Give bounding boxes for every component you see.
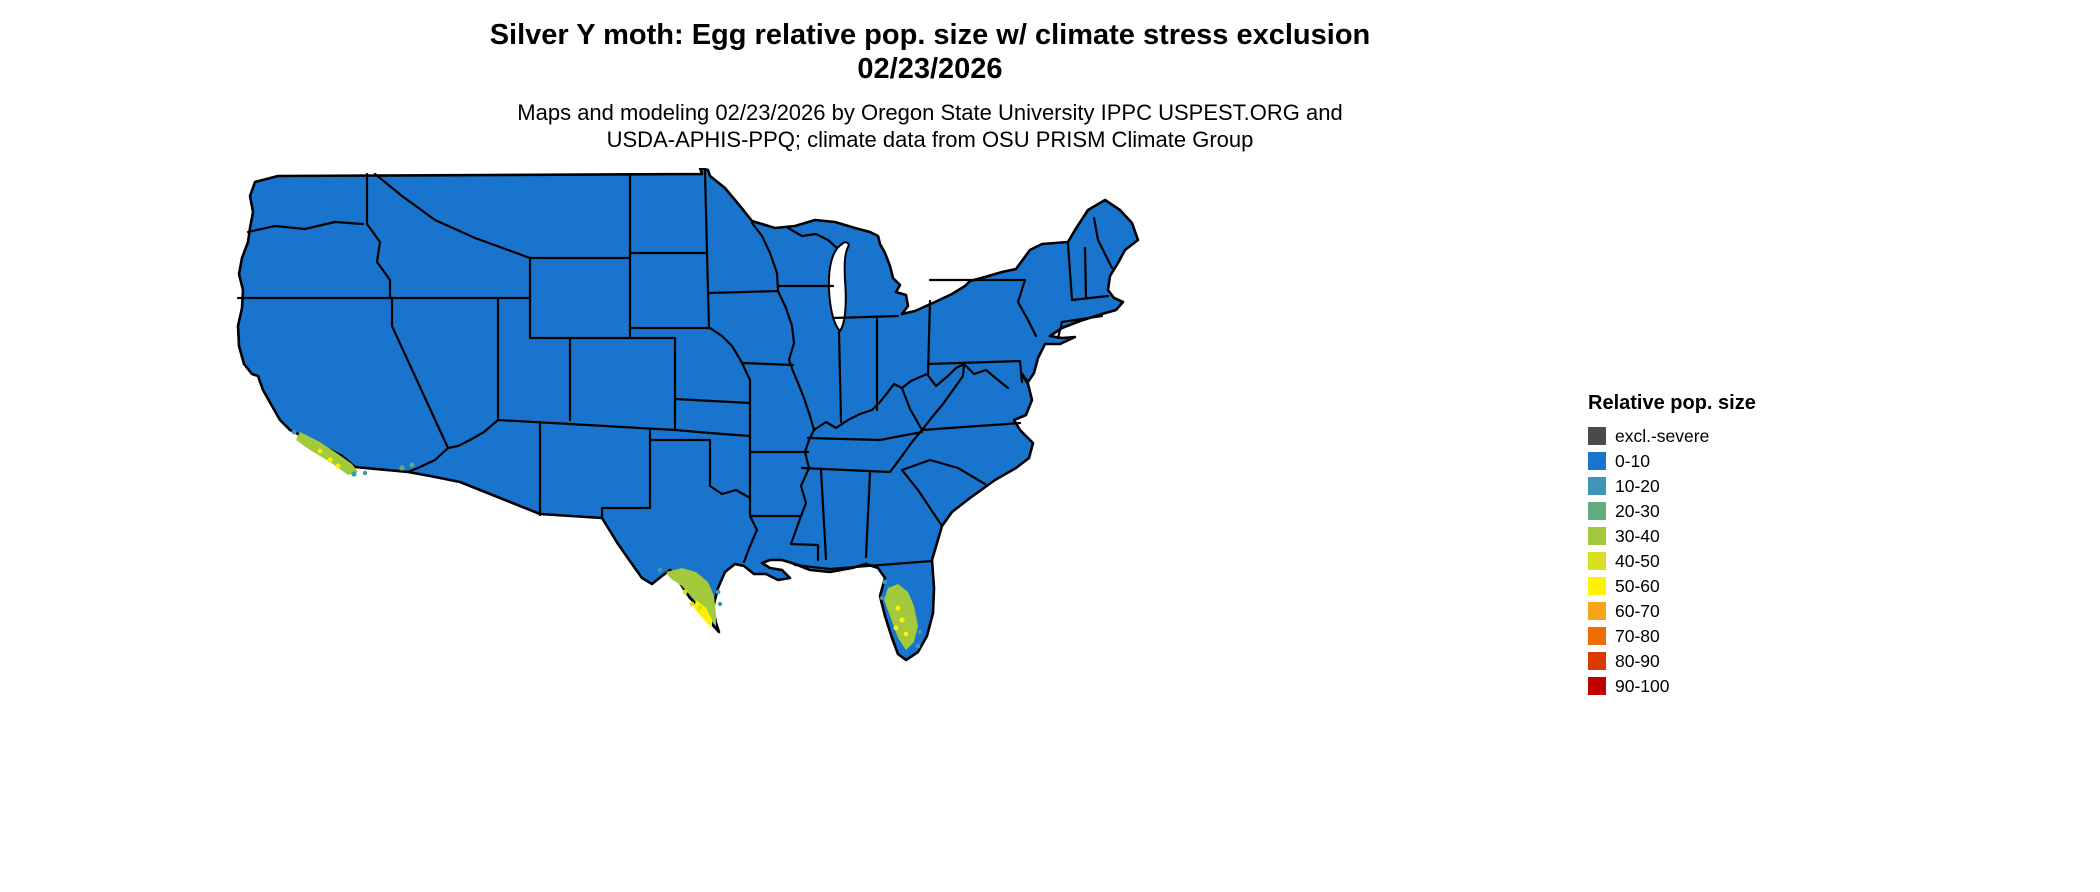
us-landmass bbox=[236, 168, 1140, 662]
hotspot-texas-blob bbox=[666, 568, 716, 626]
figure-header: Silver Y moth: Egg relative pop. size w/… bbox=[0, 18, 1860, 153]
legend-swatch bbox=[1588, 577, 1606, 595]
legend-item-70-80: 70-80 bbox=[1588, 627, 1818, 645]
legend-label: excl.-severe bbox=[1615, 426, 1710, 446]
legend-label: 90-100 bbox=[1615, 676, 1670, 696]
figure-title-line1: Silver Y moth: Egg relative pop. size w/… bbox=[489, 19, 1371, 51]
legend-title: Relative pop. size bbox=[1588, 392, 1756, 414]
legend-label: 40-50 bbox=[1615, 551, 1660, 571]
hotspot-texas-yellow-specks bbox=[682, 589, 703, 611]
legend-item-10-20: 10-20 bbox=[1588, 477, 1818, 495]
state-borders bbox=[236, 169, 1114, 571]
legend-label: 0-10 bbox=[1615, 451, 1651, 471]
legend-label: 80-90 bbox=[1615, 651, 1660, 671]
figure-subtitle-line2: USDA-APHIS-PPQ; climate data from OSU PR… bbox=[606, 127, 1254, 152]
hotspot-florida-blob bbox=[884, 584, 918, 650]
legend-item-0-10: 0-10 bbox=[1588, 452, 1818, 470]
hotspot-texas-teal-specks bbox=[657, 567, 723, 607]
legend-label: 10-20 bbox=[1615, 476, 1660, 496]
figure-title-line2: 02/23/2026 bbox=[857, 53, 1003, 85]
us-map bbox=[236, 168, 1140, 662]
hotspot-socal-teal-specks bbox=[291, 429, 368, 477]
legend-item-excl-severe: excl.-severe bbox=[1588, 427, 1818, 445]
legend-swatch bbox=[1588, 527, 1606, 545]
legend-item-20-30: 20-30 bbox=[1588, 502, 1818, 520]
legend-item-90-100: 90-100 bbox=[1588, 677, 1818, 695]
figure-subtitle: Maps and modeling 02/23/2026 by Oregon S… bbox=[0, 99, 1860, 153]
legend-swatch bbox=[1588, 602, 1606, 620]
map-legend: Relative pop. size excl.-severe 0-10 10-… bbox=[1588, 392, 1818, 702]
legend-swatch bbox=[1588, 452, 1606, 470]
legend-label: 50-60 bbox=[1615, 576, 1660, 596]
legend-swatch bbox=[1588, 677, 1606, 695]
figure-subtitle-line1: Maps and modeling 02/23/2026 by Oregon S… bbox=[517, 100, 1343, 125]
hotspot-southern-texas bbox=[657, 567, 723, 628]
hotspot-florida bbox=[879, 579, 923, 650]
hotspot-socal-yellow-specks bbox=[317, 448, 341, 469]
legend-swatch bbox=[1588, 427, 1606, 445]
legend-label: 60-70 bbox=[1615, 601, 1660, 621]
legend-item-80-90: 80-90 bbox=[1588, 652, 1818, 670]
legend-label: 30-40 bbox=[1615, 526, 1660, 546]
hotspot-florida-yellow-specks bbox=[893, 605, 909, 637]
legend-label: 20-30 bbox=[1615, 501, 1660, 521]
legend-label: 70-80 bbox=[1615, 626, 1660, 646]
legend-item-50-60: 50-60 bbox=[1588, 577, 1818, 595]
hotspot-florida-teal-specks bbox=[879, 579, 923, 649]
hotspot-socal-blob bbox=[296, 432, 358, 475]
legend-swatch bbox=[1588, 502, 1606, 520]
legend-item-40-50: 40-50 bbox=[1588, 552, 1818, 570]
legend-swatch bbox=[1588, 627, 1606, 645]
legend-swatch bbox=[1588, 652, 1606, 670]
legend-item-60-70: 60-70 bbox=[1588, 602, 1818, 620]
legend-swatch bbox=[1588, 477, 1606, 495]
legend-item-30-40: 30-40 bbox=[1588, 527, 1818, 545]
legend-swatch bbox=[1588, 552, 1606, 570]
hotspot-southern-california bbox=[291, 429, 415, 477]
lake-michigan bbox=[827, 241, 851, 333]
hotspot-yuma-green-specks bbox=[399, 462, 415, 471]
